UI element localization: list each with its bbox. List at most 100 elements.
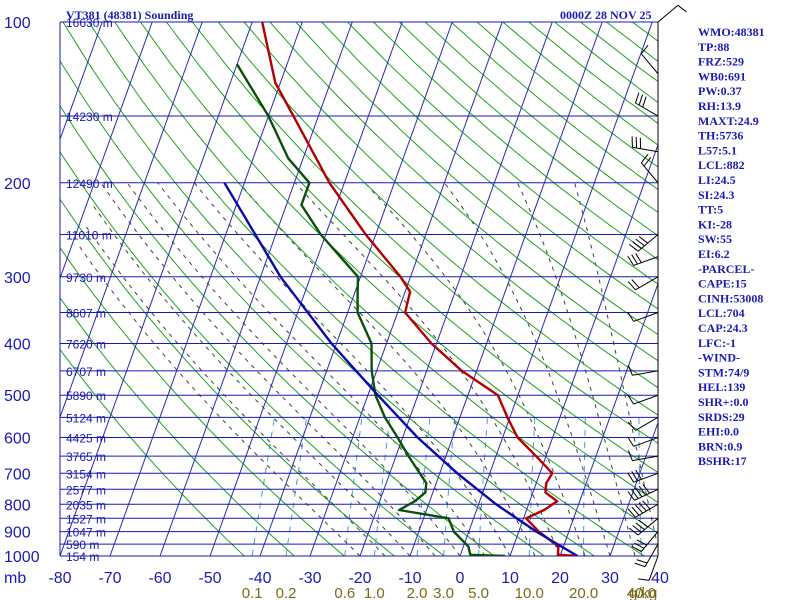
pressure-tick-label: 100 [4, 15, 31, 32]
wind-barb-feather [629, 244, 639, 252]
temperature-tick-label: -40 [248, 570, 271, 587]
wind-barb-staff [644, 543, 659, 567]
dry-adiabat-line [140, 22, 658, 504]
dry-adiabat-line [243, 22, 658, 389]
wind-barb-staff [633, 256, 659, 266]
mixing-ratio-label: 0.2 [276, 585, 297, 600]
height-label: 590 m [66, 538, 99, 552]
wind-barb [629, 517, 659, 536]
wind-barb [627, 276, 659, 291]
moist-adiabat-line [157, 182, 486, 556]
sounding-index-item: WB0:691 [698, 69, 746, 83]
pressure-tick-label: 800 [4, 497, 31, 514]
height-label: 8607 m [66, 307, 106, 321]
chart-title: VT381 (48381) Sounding [66, 8, 193, 22]
sounding-index-item: -PARCEL- [698, 262, 754, 276]
mixing-ratio-label: 20.0 [569, 585, 598, 600]
dry-adiabat-line [60, 59, 546, 556]
dry-adiabats [60, 22, 658, 556]
wind-barb-feather [631, 471, 638, 482]
isotherm-line [60, 22, 103, 141]
isotherm-line [0, 22, 2, 556]
wind-barb-feather [635, 504, 644, 514]
wind-barb-staff [640, 531, 659, 552]
wind-barb-staff [633, 437, 659, 447]
height-label: 1047 m [66, 526, 106, 540]
sounding-traces [223, 22, 579, 556]
wind-barb [657, 4, 687, 23]
mixing-ratio-line [285, 417, 308, 556]
wind-barb-feather [634, 562, 646, 568]
isotherm-line [60, 22, 153, 280]
mixing-ratio-label: 3.0 [433, 585, 454, 600]
dry-adiabat-line [114, 22, 658, 534]
temperature-tick-label: -50 [198, 570, 221, 587]
mixing-ratio-line [583, 417, 586, 556]
height-label: 3154 m [66, 467, 106, 481]
moist-adiabat-line [76, 243, 361, 556]
sounding-index-item: PW:0.37 [698, 84, 742, 98]
wind-barb-feather [627, 508, 636, 518]
wind-barb [627, 416, 659, 431]
dry-adiabat-line [60, 348, 246, 556]
temperature-tick-label: -20 [348, 570, 371, 587]
dry-adiabat-line [60, 246, 346, 556]
mixing-ratio-line [443, 417, 456, 556]
dry-adiabat-line [321, 22, 658, 310]
moist-adiabat-line [574, 182, 658, 550]
temperature-tick-label: -60 [148, 570, 171, 587]
dry-adiabat-line [60, 150, 446, 556]
mixing-ratio-label: 5.0 [468, 585, 489, 600]
dry-adiabat-line [60, 198, 396, 556]
isotherm-line [60, 22, 253, 556]
temperature-tick-label: 40 [651, 570, 669, 587]
pressure-tick-label: 900 [4, 525, 31, 542]
wind-barb-feather [636, 559, 648, 564]
wind-barb-staff [633, 472, 659, 483]
height-label: 154 m [66, 550, 99, 564]
wind-barb-feather [635, 469, 642, 480]
wind-barb-staff [633, 312, 659, 322]
temperature-tick-label: 30 [601, 570, 619, 587]
wind-barb-feather [632, 241, 642, 249]
sounding-index-item: KI:-28 [698, 217, 732, 231]
wind-barb-staff [632, 455, 659, 462]
height-label: 5124 m [66, 411, 106, 425]
sounding-index-item: SW:55 [698, 232, 732, 246]
sounding-index-item: STM:74/9 [698, 365, 749, 379]
moist-adiabat-line [100, 182, 436, 556]
wind-barb-staff [657, 4, 679, 23]
moist-adiabat-line [84, 224, 386, 556]
height-label: 4425 m [66, 432, 106, 446]
wind-barb-staff [632, 370, 659, 376]
wind-barb-feather [635, 253, 642, 263]
wind-barb-feather [627, 394, 635, 405]
sounding-index-item: TT:5 [698, 203, 723, 217]
wind-barb-feather [631, 489, 639, 499]
dry-adiabat-line [217, 22, 658, 416]
wind-barb-staff [648, 555, 659, 581]
sounding-index-item: BSHR:17 [698, 454, 747, 468]
wind-barb-feather [642, 484, 650, 494]
mixing-ratio-label: 2.0 [407, 585, 428, 600]
height-label: 6707 m [66, 365, 106, 379]
isotherm-line [109, 22, 303, 556]
isotherm-line [459, 22, 653, 556]
isotherm-line [209, 22, 403, 556]
isobars [59, 21, 659, 557]
wind-barb-feather [631, 506, 640, 516]
wind-barb-feather [627, 436, 635, 447]
mixing-ratio-line [528, 417, 536, 556]
temperature-tick-label: 20 [551, 570, 569, 587]
height-label: 12490 m [66, 177, 113, 191]
moist-adiabat-line [443, 182, 611, 556]
parcel-trace [223, 182, 579, 556]
wind-barb-staff [634, 488, 659, 501]
temperature-tick-label: 0 [456, 570, 465, 587]
wind-barb-feather [638, 94, 643, 106]
sounding-index-item: TH:5736 [698, 129, 743, 143]
wind-barb-feather [677, 4, 687, 13]
